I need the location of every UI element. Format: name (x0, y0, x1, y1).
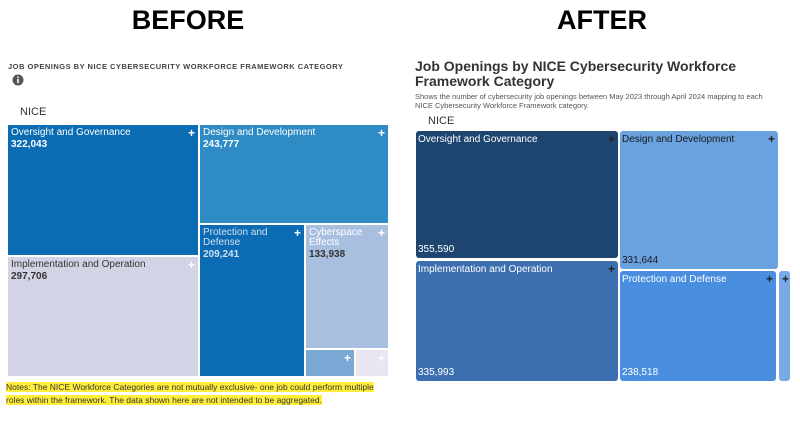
after-root-label: NICE (428, 115, 455, 127)
tile-value: 297,706 (11, 271, 48, 282)
notes: Notes: The NICE Workforce Categories are… (6, 381, 381, 407)
tile[interactable]: Implementation and Operation 297,706 + (8, 257, 198, 376)
tile[interactable]: Protection and Defense 209,241 + (200, 225, 304, 376)
tile-label: Implementation and Operation (11, 259, 146, 270)
tile-value: 209,241 (203, 249, 240, 260)
tile-value: 331,644 (622, 255, 659, 266)
tile-label: Oversight and Governance (418, 134, 538, 145)
after-subtitle: Shows the number of cybersecurity job op… (415, 92, 763, 110)
tile[interactable]: Oversight and Governance 355,590 + (416, 131, 618, 258)
tile-value: 133,938 (309, 249, 346, 260)
tile[interactable]: Protection and Defense 238,518 + (620, 271, 776, 381)
tile[interactable]: Design and Development 331,644 + (620, 131, 778, 269)
tile[interactable]: Oversight and Governance 322,043 + (8, 125, 198, 255)
before-root-label: NICE (20, 106, 47, 118)
tile-value: 335,993 (418, 367, 455, 378)
tile[interactable]: Implementation and Operation 335,993 + (416, 261, 618, 381)
tile-label: Protection and Defense (203, 227, 268, 248)
tile[interactable]: + (779, 271, 790, 381)
tile[interactable]: + (306, 350, 354, 376)
tile-value: 355,590 (418, 244, 455, 255)
tile-label: Design and Development (203, 127, 316, 138)
tile[interactable]: Cyberspace Effects 133,938 + (306, 225, 388, 348)
after-heading: AFTER (557, 5, 647, 35)
tile[interactable]: + (356, 350, 388, 376)
tile-value: 322,043 (11, 139, 48, 150)
info-icon[interactable] (12, 74, 24, 86)
before-heading: BEFORE (131, 5, 245, 35)
after-title: Job Openings by NICE Cybersecurity Workf… (415, 58, 737, 89)
tile-label: Implementation and Operation (418, 264, 553, 275)
before-title: JOB OPENINGS BY NICE CYBERSECURITY WORKF… (8, 62, 344, 71)
tile-label: Cyberspace Effects (309, 227, 363, 248)
tile-value: 238,518 (622, 367, 659, 378)
tile-label: Protection and Defense (622, 274, 727, 285)
notes-text: Notes: The NICE Workforce Categories are… (6, 382, 374, 405)
tile-value: 243,777 (203, 139, 240, 150)
tile-label: Oversight and Governance (11, 127, 131, 138)
tile-label: Design and Development (622, 134, 735, 145)
tile[interactable]: Design and Development 243,777 + (200, 125, 388, 223)
